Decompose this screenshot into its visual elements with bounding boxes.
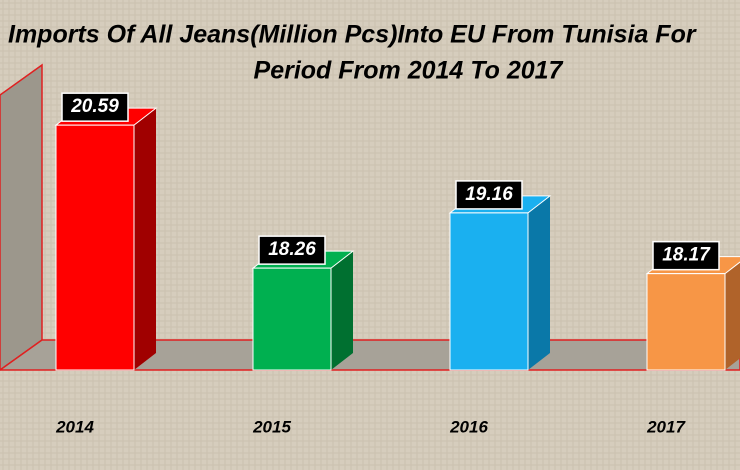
value-label-box xyxy=(455,180,523,210)
bar xyxy=(252,267,332,371)
chart-title: Imports Of All Jeans(Million Pcs)Into EU… xyxy=(8,21,697,49)
value-label: 18.26 xyxy=(268,239,316,260)
value-label-box xyxy=(652,240,720,271)
x-tick-label: 2016 xyxy=(449,417,488,436)
bar-side xyxy=(331,251,353,370)
value-label: 20.59 xyxy=(70,96,119,117)
bar-side xyxy=(134,108,156,370)
bar xyxy=(449,212,529,371)
back-wall xyxy=(0,63,43,371)
x-tick-label: 2014 xyxy=(55,417,94,436)
value-label-box xyxy=(61,92,129,122)
value-label: 19.16 xyxy=(465,184,513,205)
bar-side xyxy=(725,262,740,370)
bar-side xyxy=(528,195,550,370)
x-tick-label: 2017 xyxy=(646,417,686,436)
bar xyxy=(55,124,135,371)
chart-title: Period From 2014 To 2017 xyxy=(254,57,564,85)
x-tick-label: 2015 xyxy=(252,417,291,436)
value-label: 18.17 xyxy=(662,245,711,266)
bar xyxy=(646,273,726,371)
value-label-box xyxy=(258,235,326,265)
